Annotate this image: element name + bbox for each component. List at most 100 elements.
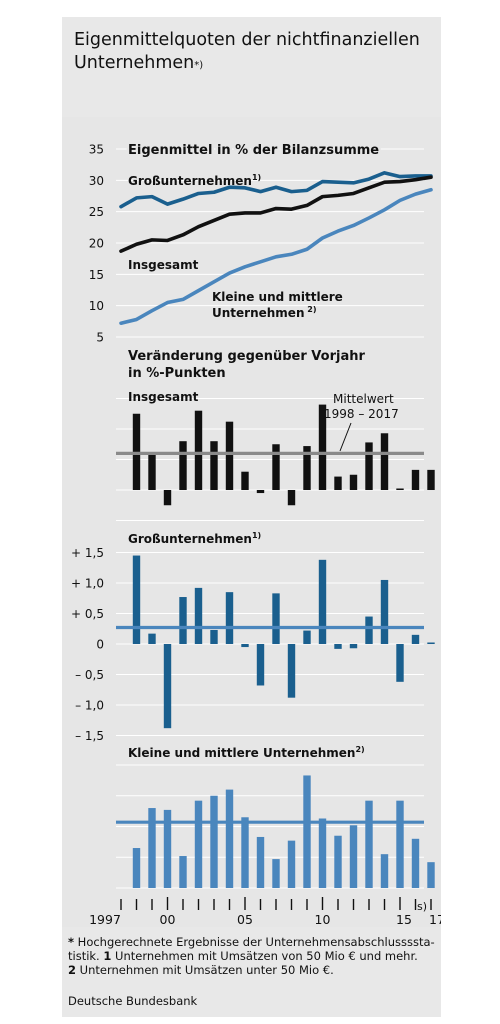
bar (225, 592, 234, 644)
footnote-line-2: tistik. 1 Unternehmen mit Umsätzen von 5… (68, 949, 436, 963)
bar-panel-grossunternehmen: Großunternehmen1) + 1,5 + 1,0 + 0,5 0 – 0,5 – … (71, 531, 435, 743)
bar (396, 800, 404, 888)
bar (287, 490, 296, 506)
bar (163, 644, 172, 729)
source-label: Deutsche Bundesbank (68, 994, 198, 1008)
bar (272, 593, 280, 644)
bar (349, 644, 358, 649)
bar (225, 421, 234, 490)
bar-panel-insgesamt: Veränderung gegenüber Vorjahr in %-Punkte… (116, 349, 435, 521)
title-line-2-text: Unternehmen (74, 53, 195, 73)
bar (287, 840, 296, 888)
x-tick-label: 10 (315, 912, 331, 927)
title-line-1: Eigenmittelquoten der nichtfinanziellen (74, 30, 420, 50)
bar (349, 825, 358, 888)
panel-title-mark: 2) (355, 745, 364, 754)
bar (256, 490, 265, 494)
bar (334, 835, 342, 888)
mean-annotation-line2: 1998 – 2017 (324, 407, 399, 421)
bar (303, 775, 311, 888)
bar (334, 476, 342, 490)
footnote-star: * (68, 935, 75, 949)
bar (225, 789, 234, 888)
x-axis-suffix: s) (417, 900, 427, 913)
page-title: Eigenmittelquoten der nichtfinanziellen … (74, 29, 434, 75)
title-footnote-mark: *) (194, 60, 204, 71)
series-label-kmu-line1: Kleine und mittlere (212, 290, 343, 304)
bar (349, 474, 358, 490)
y-tick-label: 30 (89, 174, 104, 188)
bar (179, 441, 187, 490)
bar (272, 859, 280, 888)
bar (148, 808, 156, 888)
footnote-line-2-rest: Unternehmen mit Umsätzen von 50 Mio € un… (111, 949, 418, 963)
y-tick-label: 10 (89, 299, 104, 313)
footnote-line-1: * Hochgerechnete Ergebnisse der Unterneh… (68, 935, 436, 949)
panel-title-kmu: Kleine und mittlere Unternehmen2) (128, 745, 365, 760)
header: Eigenmittelquoten der nichtfinanziellen … (62, 17, 441, 117)
bar (163, 809, 172, 888)
bar (411, 634, 420, 644)
bar (334, 644, 342, 649)
bar (132, 555, 141, 644)
series-label-insgesamt: Insgesamt (128, 258, 199, 272)
chart-frame: Eigenmittelquoten der nichtfinanziellen … (62, 17, 441, 1017)
series-label-mark: 1) (252, 173, 261, 182)
footnote-num-2: 2 (68, 963, 77, 977)
panel-heading-line2: in %-Punkten (128, 366, 226, 381)
title-line-2: Unternehmen*) (74, 52, 434, 75)
bar (318, 818, 327, 888)
bar (365, 800, 373, 888)
bar (365, 616, 373, 644)
bar (194, 410, 203, 490)
x-tick-label: 00 (160, 912, 176, 927)
bar (241, 817, 249, 888)
bar (194, 587, 203, 644)
bar (256, 644, 265, 686)
bar (272, 444, 280, 490)
chart-svg: 35 30 25 20 15 10 5 Eigenmittel in % der Bilanz… (71, 141, 441, 928)
mean-annotation-line1: Mittelwert (333, 392, 394, 406)
x-axis: 1997 00 05 10 15 17s) (89, 897, 441, 927)
series-label-mark: 2) (305, 305, 317, 314)
y-tick-label: 5 (96, 331, 104, 345)
chart-area: 35 30 25 20 15 10 5 Eigenmittel in % der Bilanz… (62, 117, 441, 927)
bar (148, 453, 156, 490)
bar (303, 630, 311, 644)
bar (411, 469, 420, 490)
series-line-1 (119, 175, 433, 253)
y-tick-label: – 1,5 (75, 729, 104, 743)
x-tick-label: 17 (429, 912, 441, 927)
bar (365, 442, 373, 490)
series-line-0 (119, 171, 433, 209)
y-tick-label: – 0,5 (75, 668, 104, 682)
panel-title-mark: 1) (252, 531, 261, 540)
footnote: * Hochgerechnete Ergebnisse der Unterneh… (62, 927, 441, 1017)
bar (163, 490, 172, 506)
x-tick-label: 15 (396, 912, 412, 927)
mean-annotation-pointer (339, 422, 352, 452)
series-label-grossunternehmen: Großunternehmen1) (128, 173, 261, 188)
bar (179, 597, 187, 644)
bar (380, 433, 389, 490)
x-tick-label: 05 (237, 912, 253, 927)
bar (427, 642, 435, 644)
bar (380, 579, 389, 644)
y-tick-label: 20 (89, 237, 104, 251)
bar (241, 644, 249, 648)
bar (318, 559, 327, 644)
bar (380, 854, 389, 888)
bar (411, 838, 420, 888)
y-tick-label: + 1,0 (71, 577, 104, 591)
footnote-line-3-rest: Unternehmen mit Umsätzen unter 50 Mio €. (76, 963, 334, 977)
bar (318, 404, 327, 490)
bar (303, 446, 311, 490)
bar (396, 488, 404, 490)
panel-heading-line1: Veränderung gegenüber Vorjahr (128, 349, 365, 364)
bar (241, 471, 249, 490)
bar (256, 836, 265, 888)
bar (396, 644, 404, 682)
bar-panel-kmu: Kleine und mittlere Unternehmen2)+ 2,0+ … (116, 745, 435, 889)
y-tick-label: + 0,5 (71, 607, 104, 621)
y-tick-label: + 1,5 (71, 546, 104, 560)
